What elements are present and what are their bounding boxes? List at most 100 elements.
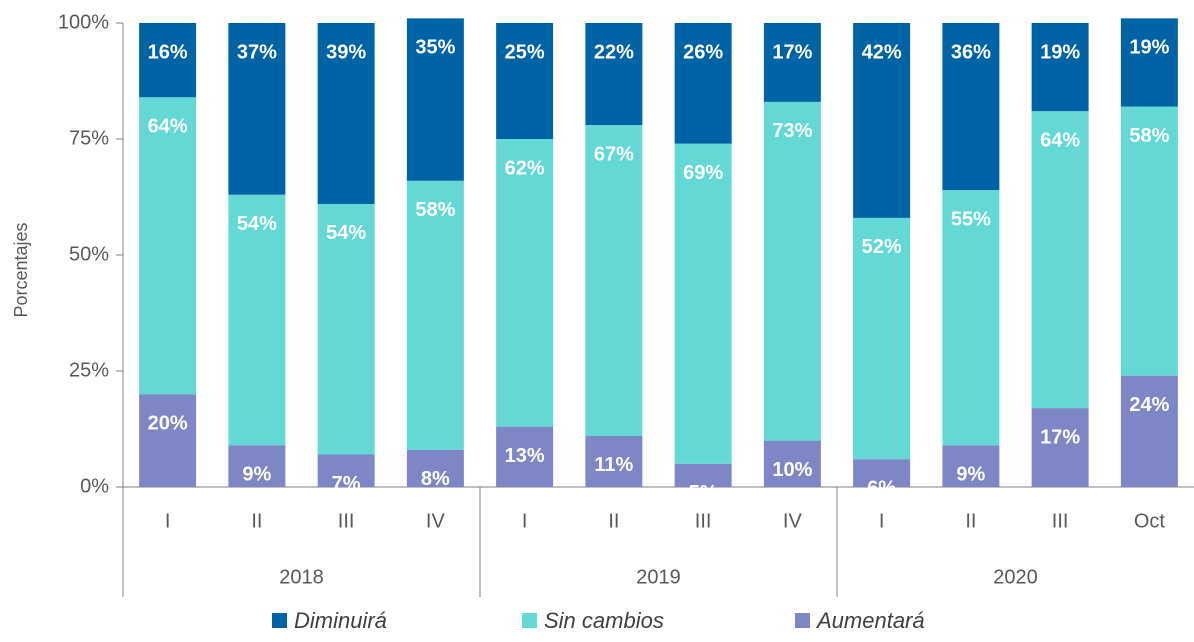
x-tick-label: IV	[426, 510, 446, 532]
data-label: 9%	[242, 464, 271, 486]
data-label: 58%	[1129, 125, 1169, 147]
bar-segment	[139, 394, 197, 487]
bar-segment	[763, 440, 821, 487]
bar-segment	[496, 426, 554, 487]
data-label: 54%	[237, 213, 277, 235]
bar-segment	[763, 23, 821, 102]
bar-segment	[1031, 111, 1089, 409]
bar-segment	[674, 23, 732, 144]
data-label: 5%	[689, 482, 718, 504]
legend-swatch	[522, 613, 537, 628]
bar-segment	[406, 180, 464, 450]
bar-segment	[853, 217, 911, 460]
data-label: 26%	[683, 41, 723, 63]
data-label: 73%	[772, 120, 812, 142]
legend-label: Aumentará	[815, 608, 925, 633]
data-label: 22%	[594, 41, 634, 63]
bar-segment	[228, 194, 286, 446]
data-label: 7%	[332, 473, 361, 495]
x-tick-label: I	[879, 510, 885, 532]
data-label: 19%	[1129, 37, 1169, 59]
data-label: 64%	[148, 116, 188, 138]
bar-segment	[317, 454, 375, 487]
bar-segment	[228, 445, 286, 487]
x-tick-label: III	[1052, 510, 1069, 532]
y-tick-label: 25%	[69, 359, 109, 381]
bar-segment	[317, 23, 375, 204]
data-label: 58%	[415, 199, 455, 221]
data-label: 20%	[148, 412, 188, 434]
data-label: 19%	[1040, 41, 1080, 63]
data-label: 13%	[505, 445, 545, 467]
x-tick-label: I	[522, 510, 528, 532]
legend-swatch	[272, 613, 287, 628]
data-label: 64%	[1040, 129, 1080, 151]
data-label: 24%	[1129, 394, 1169, 416]
x-tick-label: I	[165, 510, 171, 532]
data-label: 36%	[951, 41, 991, 63]
bar-segment	[406, 449, 464, 487]
data-label: 67%	[594, 143, 634, 165]
legend-swatch	[795, 613, 810, 628]
data-label: 35%	[415, 37, 455, 59]
data-label: 37%	[237, 41, 277, 63]
data-label: 6%	[867, 477, 896, 499]
data-label: 54%	[326, 222, 366, 244]
bar-segment	[496, 23, 554, 139]
x-tick-label: III	[338, 510, 355, 532]
bar-segment	[763, 101, 821, 441]
bar-segment	[853, 23, 911, 218]
bar-segment	[674, 463, 732, 487]
y-tick-label: 75%	[69, 127, 109, 149]
bar-segment	[1120, 18, 1178, 107]
data-label: 17%	[1040, 426, 1080, 448]
x-tick-label: III	[695, 510, 712, 532]
y-tick-label: 0%	[80, 475, 109, 497]
data-label: 62%	[505, 157, 545, 179]
bar-segment	[674, 143, 732, 464]
bar-segment	[585, 435, 643, 487]
bar-segment	[1031, 23, 1089, 112]
bar-segment	[585, 125, 643, 436]
bar-segment	[496, 139, 554, 427]
data-label: 39%	[326, 41, 366, 63]
data-label: 52%	[862, 236, 902, 258]
bar-segment	[942, 190, 1000, 446]
data-label: 9%	[956, 464, 985, 486]
bar-segment	[942, 23, 1000, 191]
legend-label: Diminuirá	[294, 608, 387, 633]
x-tick-label: Oct	[1134, 510, 1166, 532]
data-label: 55%	[951, 208, 991, 230]
bar-segment	[585, 23, 643, 126]
bar-segment	[317, 203, 375, 455]
data-label: 17%	[772, 41, 812, 63]
data-label: 25%	[505, 41, 545, 63]
bar-segment	[406, 18, 464, 181]
bar-segment	[942, 445, 1000, 487]
data-label: 8%	[421, 468, 450, 490]
y-tick-label: 100%	[58, 11, 109, 33]
bar-segment	[139, 23, 197, 98]
legend-label: Sin cambios	[544, 608, 664, 633]
group-label: 2020	[993, 566, 1038, 588]
bar-segment	[1120, 106, 1178, 376]
data-label: 42%	[862, 41, 902, 63]
group-label: 2018	[279, 566, 324, 588]
bar-segment	[228, 23, 286, 195]
bar-segment	[139, 97, 197, 395]
bar-segment	[853, 459, 911, 487]
y-tick-label: 50%	[69, 243, 109, 265]
y-axis-label: Porcentajes	[11, 222, 31, 317]
group-label: 2019	[636, 566, 681, 588]
x-tick-label: II	[608, 510, 619, 532]
data-label: 11%	[594, 454, 633, 476]
x-tick-label: IV	[783, 510, 803, 532]
data-label: 10%	[772, 459, 812, 481]
data-label: 69%	[683, 162, 723, 184]
x-tick-label: II	[251, 510, 262, 532]
data-label: 16%	[148, 41, 188, 63]
bar-segment	[1031, 408, 1089, 487]
x-tick-label: II	[965, 510, 976, 532]
bar-segment	[1120, 375, 1178, 487]
